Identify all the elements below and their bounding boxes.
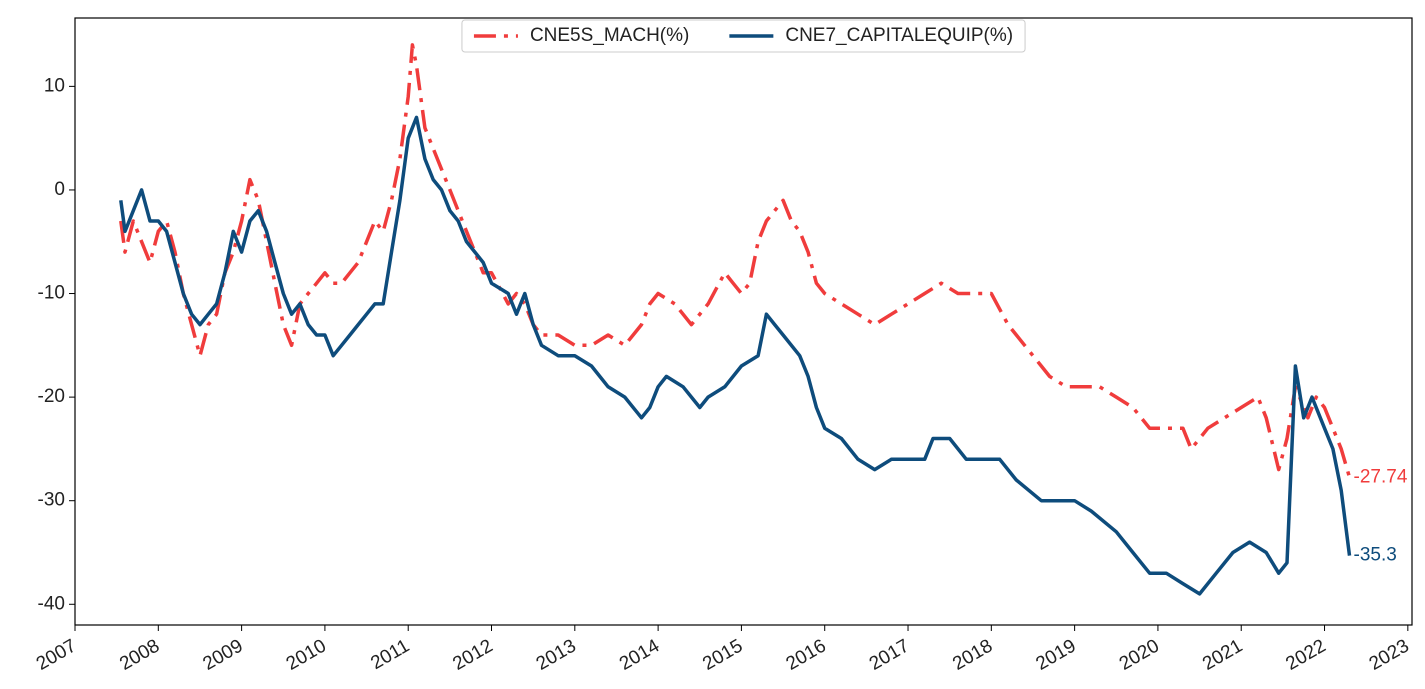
x-tick-label: 2021: [1199, 635, 1246, 674]
x-tick-label: 2008: [116, 635, 163, 674]
x-tick-label: 2009: [199, 635, 246, 674]
series-line: [119, 43, 1352, 478]
x-tick-label: 2020: [1116, 635, 1163, 674]
end-label: -27.74: [1354, 466, 1408, 487]
series-line: [119, 115, 1352, 596]
legend: CNE5S_MACH(%) CNE7_CAPITALEQUIP(%): [461, 19, 1026, 53]
y-tick-label: -30: [38, 490, 65, 511]
x-tick-label: 2023: [1366, 635, 1413, 674]
x-tick-label: 2012: [449, 635, 496, 674]
end-label: -35.3: [1354, 545, 1397, 566]
y-tick-label: -10: [38, 283, 65, 304]
x-tick-label: 2014: [616, 635, 663, 675]
x-tick-label: 2018: [949, 635, 996, 674]
x-tick-label: 2019: [1033, 635, 1080, 674]
x-tick-label: 2007: [33, 635, 80, 674]
legend-label: CNE5S_MACH(%): [530, 25, 689, 46]
y-tick-label: 0: [54, 179, 65, 200]
x-tick-label: 2010: [283, 635, 330, 674]
plot-frame: [74, 17, 1413, 626]
y-tick-label: -40: [38, 593, 65, 614]
legend-label: CNE7_CAPITALEQUIP(%): [785, 25, 1013, 46]
x-tick-label: 2011: [367, 635, 413, 674]
x-tick-label: 2015: [699, 635, 746, 674]
x-tick-label: 2017: [866, 635, 913, 674]
y-tick-label: 10: [44, 75, 65, 96]
x-tick-label: 2022: [1282, 635, 1329, 674]
x-tick-label: 2016: [783, 635, 830, 674]
y-tick-label: -20: [38, 386, 65, 407]
x-tick-label: 2013: [533, 635, 580, 674]
